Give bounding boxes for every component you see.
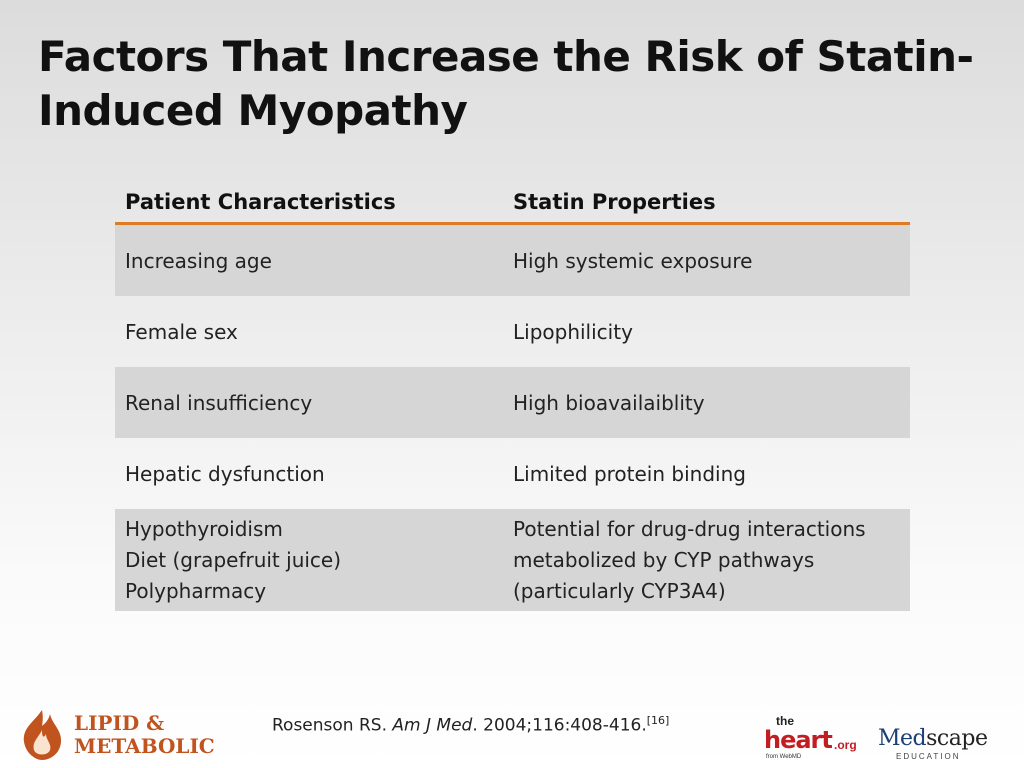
table-row: Hepatic dysfunction Limited protein bind… xyxy=(115,438,910,509)
logo-education: EDUCATION xyxy=(896,752,961,761)
table-row: Female sex Lipophilicity xyxy=(115,296,910,367)
logo-scape: scape xyxy=(926,726,988,751)
table-cell: Potential for drug-drug interactions met… xyxy=(503,509,910,611)
table-header-row: Patient Characteristics Statin Propertie… xyxy=(115,182,910,225)
citation-details: . 2004;116:408-416. xyxy=(472,715,647,736)
table-cell: Female sex xyxy=(125,319,238,344)
logo-org: .org xyxy=(834,738,857,752)
citation: Rosenson RS. Am J Med. 2004;116:408-416.… xyxy=(272,714,669,736)
flame-icon xyxy=(23,710,62,760)
slide-title: Factors That Increase the Risk of Statin… xyxy=(38,32,974,135)
logo-heart: heart xyxy=(764,726,833,754)
cell-line: (particularly CYP3A4) xyxy=(513,578,726,603)
lipid-metabolic-wordmark: LIPID & METABOLIC xyxy=(74,712,215,758)
cell-line: Polypharmacy xyxy=(125,578,267,603)
table-cell: Hepatic dysfunction xyxy=(125,461,325,486)
table-row: Increasing age High systemic exposure xyxy=(115,223,910,296)
header-patient-characteristics: Patient Characteristics xyxy=(115,182,503,225)
medscape-education-logo: Medscape EDUCATION xyxy=(878,726,998,762)
header-statin-properties: Statin Properties xyxy=(503,182,910,225)
table-cell: Lipophilicity xyxy=(513,319,633,344)
cell-line: Diet (grapefruit juice) xyxy=(125,547,342,572)
cell-line: Hypothyroidism xyxy=(125,516,283,541)
citation-author: Rosenson RS. xyxy=(272,715,387,736)
logo-med: Med xyxy=(878,726,927,751)
table-row: Renal insufficiency High bioavailaiblity xyxy=(115,367,910,438)
cell-line: metabolized by CYP pathways xyxy=(513,547,815,572)
cell-line: Potential for drug-drug interactions xyxy=(513,516,866,541)
medscape-wordmark: Medscape xyxy=(878,726,988,751)
theheart-org-logo: the heart .org from WebMD xyxy=(760,714,860,762)
citation-reference: [16] xyxy=(646,714,670,727)
table-cell: Increasing age xyxy=(115,223,503,296)
logo-from-webmd: from WebMD xyxy=(766,754,802,760)
logo-line: LIPID & xyxy=(74,711,165,735)
logo-the: the xyxy=(776,714,794,728)
risk-factors-table: Patient Characteristics Statin Propertie… xyxy=(115,182,910,611)
logo-line: METABOLIC xyxy=(74,734,215,758)
citation-journal: Am J Med xyxy=(392,715,473,736)
table-cell: Hypothyroidism Diet (grapefruit juice) P… xyxy=(115,509,503,611)
table-cell: Limited protein binding xyxy=(513,461,746,486)
table-cell: High bioavailaiblity xyxy=(503,367,910,438)
table-cell: High systemic exposure xyxy=(503,223,910,296)
lipid-metabolic-logo: LIPID & METABOLIC xyxy=(16,708,216,762)
table-cell: Renal insufficiency xyxy=(115,367,503,438)
table-row: Hypothyroidism Diet (grapefruit juice) P… xyxy=(115,509,910,611)
